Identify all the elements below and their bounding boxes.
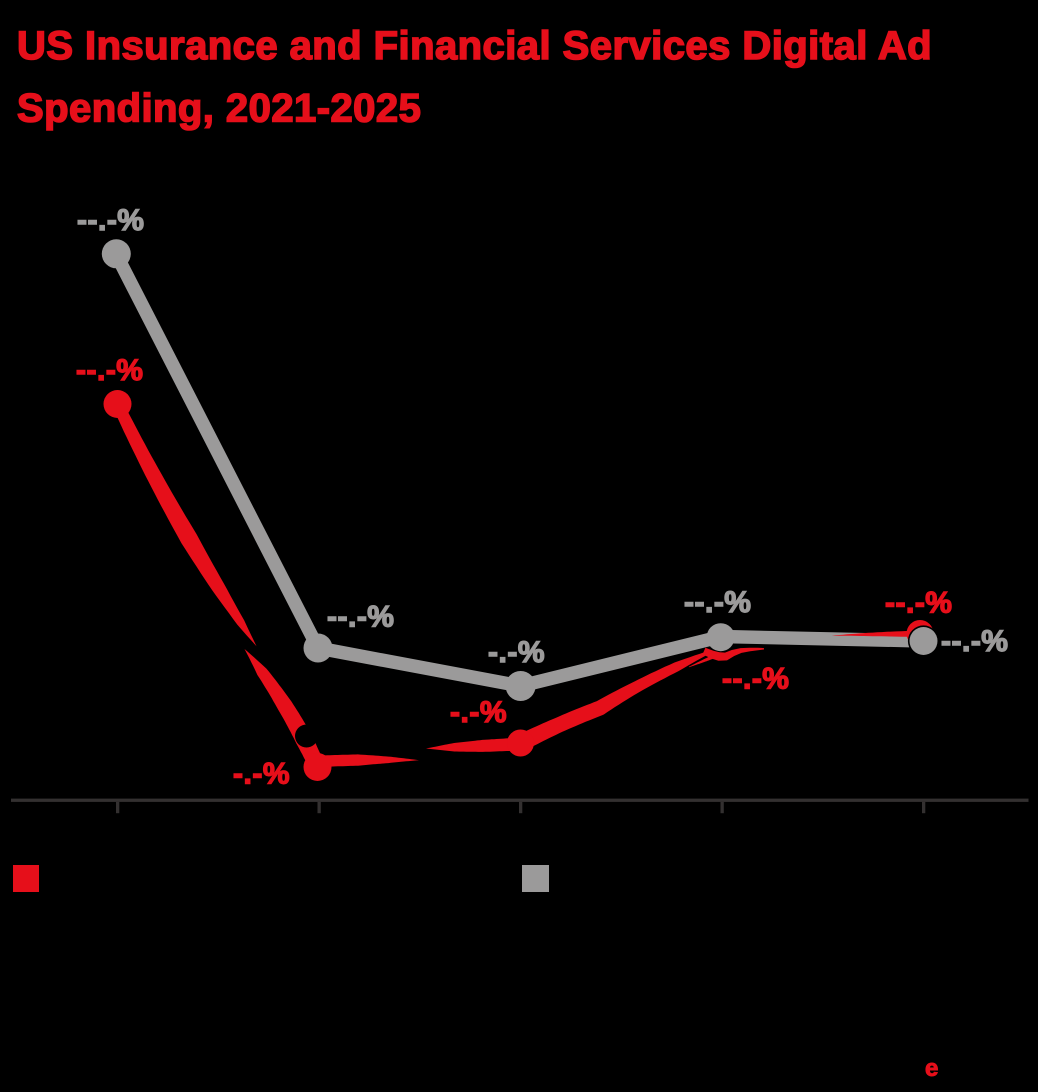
- svg-text:--.-%: --.-%: [941, 625, 1008, 658]
- svg-text:e: e: [925, 1055, 938, 1082]
- svg-text:--.-%: --.-%: [885, 587, 952, 620]
- svg-text:--.-%: --.-%: [77, 204, 144, 237]
- svg-text:--.-%: --.-%: [722, 663, 789, 696]
- svg-text:-.-%: -.-%: [488, 636, 545, 669]
- svg-text:--.-%: --.-%: [684, 586, 751, 619]
- svg-text:-.-%: -.-%: [233, 758, 290, 791]
- svg-text:--.-%: --.-%: [76, 354, 143, 387]
- svg-text:Spending, 2021-2025: Spending, 2021-2025: [17, 86, 421, 130]
- svg-text:--.-%: --.-%: [327, 601, 394, 634]
- svg-text:-.-%: -.-%: [450, 696, 507, 729]
- svg-text:US Insurance and Financial Ser: US Insurance and Financial Services Digi…: [17, 24, 932, 68]
